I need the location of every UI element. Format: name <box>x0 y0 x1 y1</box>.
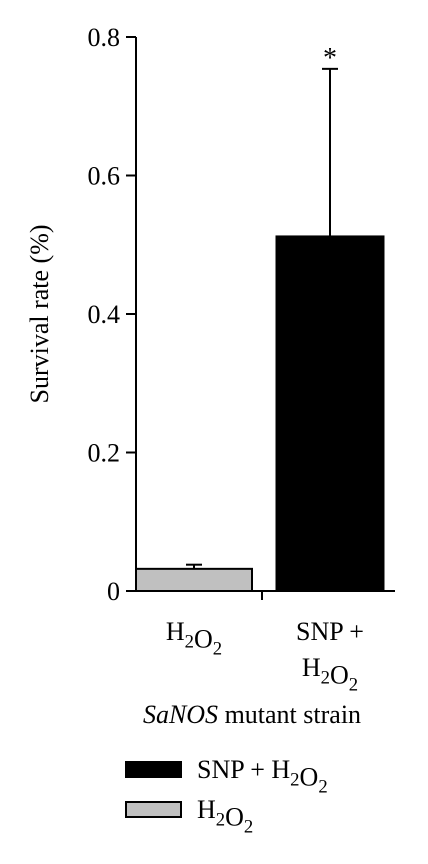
significance-marker: * <box>323 43 337 74</box>
error-bars: * <box>186 43 338 569</box>
legend-swatch <box>125 761 182 778</box>
x-tick-label: H2O2 <box>302 653 358 696</box>
x-tick-label: H2O2 <box>166 617 222 660</box>
x-axis-label-italic: SaNOS <box>143 700 218 729</box>
legend-label: SNP + H2O2 <box>197 755 328 798</box>
y-tick-label: 0.8 <box>88 23 121 52</box>
x-tick-label: SNP + <box>296 617 364 646</box>
y-tick-label: 0.6 <box>88 162 121 191</box>
y-tick-label: 0.4 <box>88 300 121 329</box>
bars <box>135 235 385 593</box>
legend-label: H2O2 <box>197 795 253 838</box>
y-tick-label: 0.2 <box>88 439 121 468</box>
legend-swatch <box>125 801 182 818</box>
y-ticks: 0 0.2 0.4 0.6 0.8 <box>88 23 136 606</box>
bar <box>135 567 253 593</box>
bar <box>275 235 385 592</box>
y-axis-label: Survival rate (%) <box>25 224 54 403</box>
y-tick-label: 0 <box>107 577 120 606</box>
x-tick-labels: H2O2 SNP + H2O2 <box>166 617 364 696</box>
x-axis-label-rest: mutant strain <box>218 700 361 729</box>
x-axis-label: SaNOS mutant strain <box>143 700 361 729</box>
